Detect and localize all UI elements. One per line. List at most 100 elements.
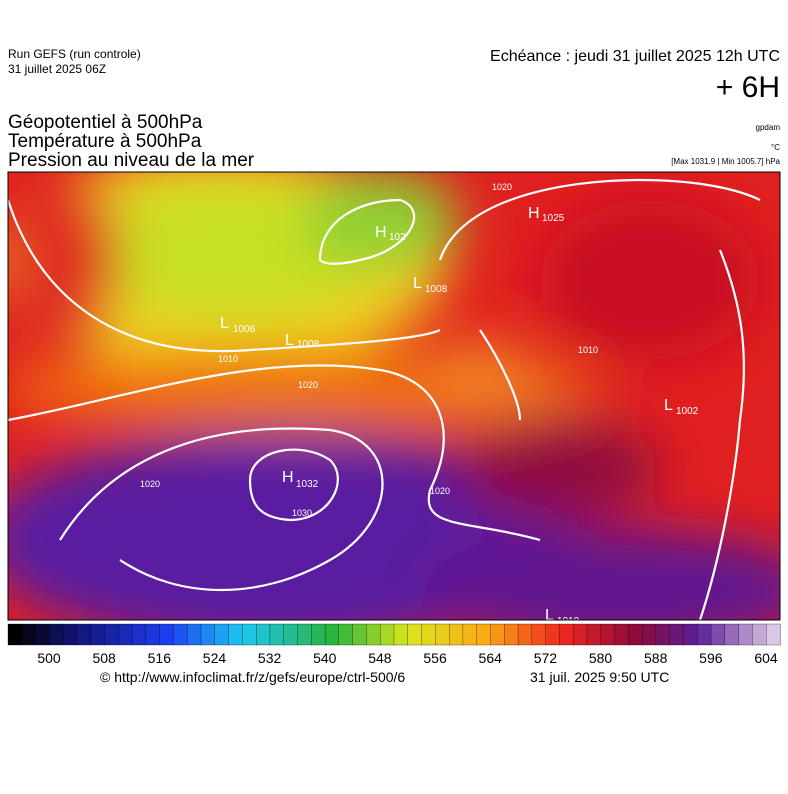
- contour-label: 1020: [298, 380, 318, 390]
- map-frame: [7, 171, 781, 621]
- colorbar-swatch: [90, 623, 106, 646]
- map: H 1032 L 1008 L 1006 L 1008 L 1002 H 102…: [8, 172, 780, 627]
- colorbar-tick-label: 564: [479, 650, 503, 666]
- map-letter: L: [285, 332, 294, 349]
- colorbar-swatch: [697, 623, 712, 646]
- colorbar-swatch: [49, 623, 64, 646]
- colorbar-swatch: [421, 623, 437, 646]
- map-letter: L: [413, 275, 422, 292]
- map-letter: L: [220, 315, 229, 332]
- colorbar-swatch: [145, 623, 161, 646]
- colorbar-swatch: [407, 623, 423, 646]
- colorbar-swatch: [159, 623, 175, 646]
- run-label: Run GEFS (run controle): [8, 47, 141, 61]
- colorbar-swatch: [669, 623, 685, 646]
- colorbar-swatch: [476, 623, 492, 646]
- colorbar-swatch: [710, 623, 726, 646]
- colorbar-swatch: [517, 623, 533, 646]
- colorbar-swatch: [504, 623, 519, 646]
- colorbar-swatch: [352, 623, 368, 646]
- colorbar-swatch: [366, 623, 381, 646]
- title-3: Pression au niveau de la mer: [8, 150, 255, 171]
- colorbar-swatch: [242, 623, 257, 646]
- colorbar-swatch: [573, 623, 588, 646]
- title-2: Température à 500hPa: [8, 131, 202, 152]
- colorbar-tick-label: 524: [203, 650, 227, 666]
- colorbar-swatch: [738, 623, 754, 646]
- run-date: 31 juillet 2025 06Z: [8, 62, 106, 76]
- unit-pressure: [Max 1031.9 | Min 1005.7] hPa: [671, 157, 780, 166]
- contour-label: 1020: [492, 182, 512, 192]
- colorbar-tick-label: 580: [589, 650, 613, 666]
- colorbar-swatch: [255, 623, 271, 646]
- colorbar-swatch: [628, 623, 643, 646]
- map-letter: L: [545, 607, 554, 624]
- colorbar-swatch: [200, 623, 216, 646]
- colorbar-swatch: [104, 623, 119, 646]
- colorbar-swatch: [490, 623, 505, 646]
- title-1: Géopotentiel à 500hPa: [8, 112, 203, 133]
- unit-geo: gpdam: [756, 123, 781, 132]
- colorbar-swatch: [214, 623, 230, 646]
- colorbar-swatch: [283, 623, 299, 646]
- colorbar-swatch: [173, 623, 188, 646]
- map-value: 102: [389, 232, 406, 243]
- colorbar-swatch: [641, 623, 657, 646]
- colorbar-swatch: [683, 623, 698, 646]
- colorbar-swatch: [21, 623, 37, 646]
- colorbar: 500 508 516 524 532 540 548 556 564 572 580 588 596 6…: [7, 623, 781, 666]
- colorbar-swatch: [766, 623, 781, 646]
- map-value: 1008: [425, 284, 448, 295]
- colorbar-swatch: [448, 623, 464, 646]
- echeance: Echéance : jeudi 31 juillet 2025 12h UTC: [490, 48, 780, 65]
- colorbar-tick-label: 516: [148, 650, 172, 666]
- contour-label: 1010: [578, 345, 598, 355]
- map-letter: H: [282, 469, 294, 486]
- colorbar-swatch: [559, 623, 574, 646]
- colorbar-tick-label: 596: [699, 650, 723, 666]
- colorbar-swatch: [118, 623, 133, 646]
- colorbar-tick-label: 532: [258, 650, 282, 666]
- colorbar-swatch: [324, 623, 340, 646]
- colorbar-swatch: [187, 623, 202, 646]
- source: © http://www.infoclimat.fr/z/gefs/europe…: [100, 669, 405, 685]
- colorbar-tick-label: 604: [754, 650, 778, 666]
- colorbar-swatch: [614, 623, 630, 646]
- map-letter: H: [375, 224, 387, 241]
- colorbar-swatch: [297, 623, 312, 646]
- map-letter: H: [528, 205, 540, 222]
- colorbar-swatch: [724, 623, 740, 646]
- colorbar-swatch: [7, 623, 23, 646]
- map-value: 1010: [557, 616, 580, 627]
- colorbar-tick-label: 556: [423, 650, 447, 666]
- colorbar-swatch: [311, 623, 326, 646]
- colorbar-swatch: [380, 623, 395, 646]
- colorbar-swatch: [462, 623, 478, 646]
- colorbar-swatch: [752, 623, 767, 646]
- colorbar-swatch: [586, 623, 602, 646]
- unit-temp: °C: [771, 143, 780, 152]
- colorbar-swatch: [531, 623, 547, 646]
- offset: + 6H: [716, 71, 780, 104]
- timestamp: 31 juil. 2025 9:50 UTC: [530, 669, 669, 685]
- contour-label: 1010: [218, 354, 238, 364]
- colorbar-swatch: [228, 623, 244, 646]
- map-value: 1002: [676, 406, 699, 417]
- colorbar-swatch: [600, 623, 616, 646]
- colorbar-swatch: [76, 623, 92, 646]
- colorbar-tick-label: 540: [313, 650, 337, 666]
- contour-label: 1020: [140, 479, 160, 489]
- colorbar-tick-label: 572: [534, 650, 558, 666]
- map-value: 1032: [296, 479, 319, 490]
- colorbar-swatch: [545, 623, 561, 646]
- map-letter: L: [664, 397, 673, 414]
- contour-label: 1020: [430, 486, 450, 496]
- colorbar-tick-label: 508: [92, 650, 116, 666]
- colorbar-swatch: [131, 623, 147, 646]
- contour-label: 1030: [292, 508, 312, 518]
- colorbar-swatch: [62, 623, 78, 646]
- colorbar-swatch: [269, 623, 285, 646]
- colorbar-tick-label: 588: [644, 650, 668, 666]
- map-value: 1008: [297, 339, 320, 350]
